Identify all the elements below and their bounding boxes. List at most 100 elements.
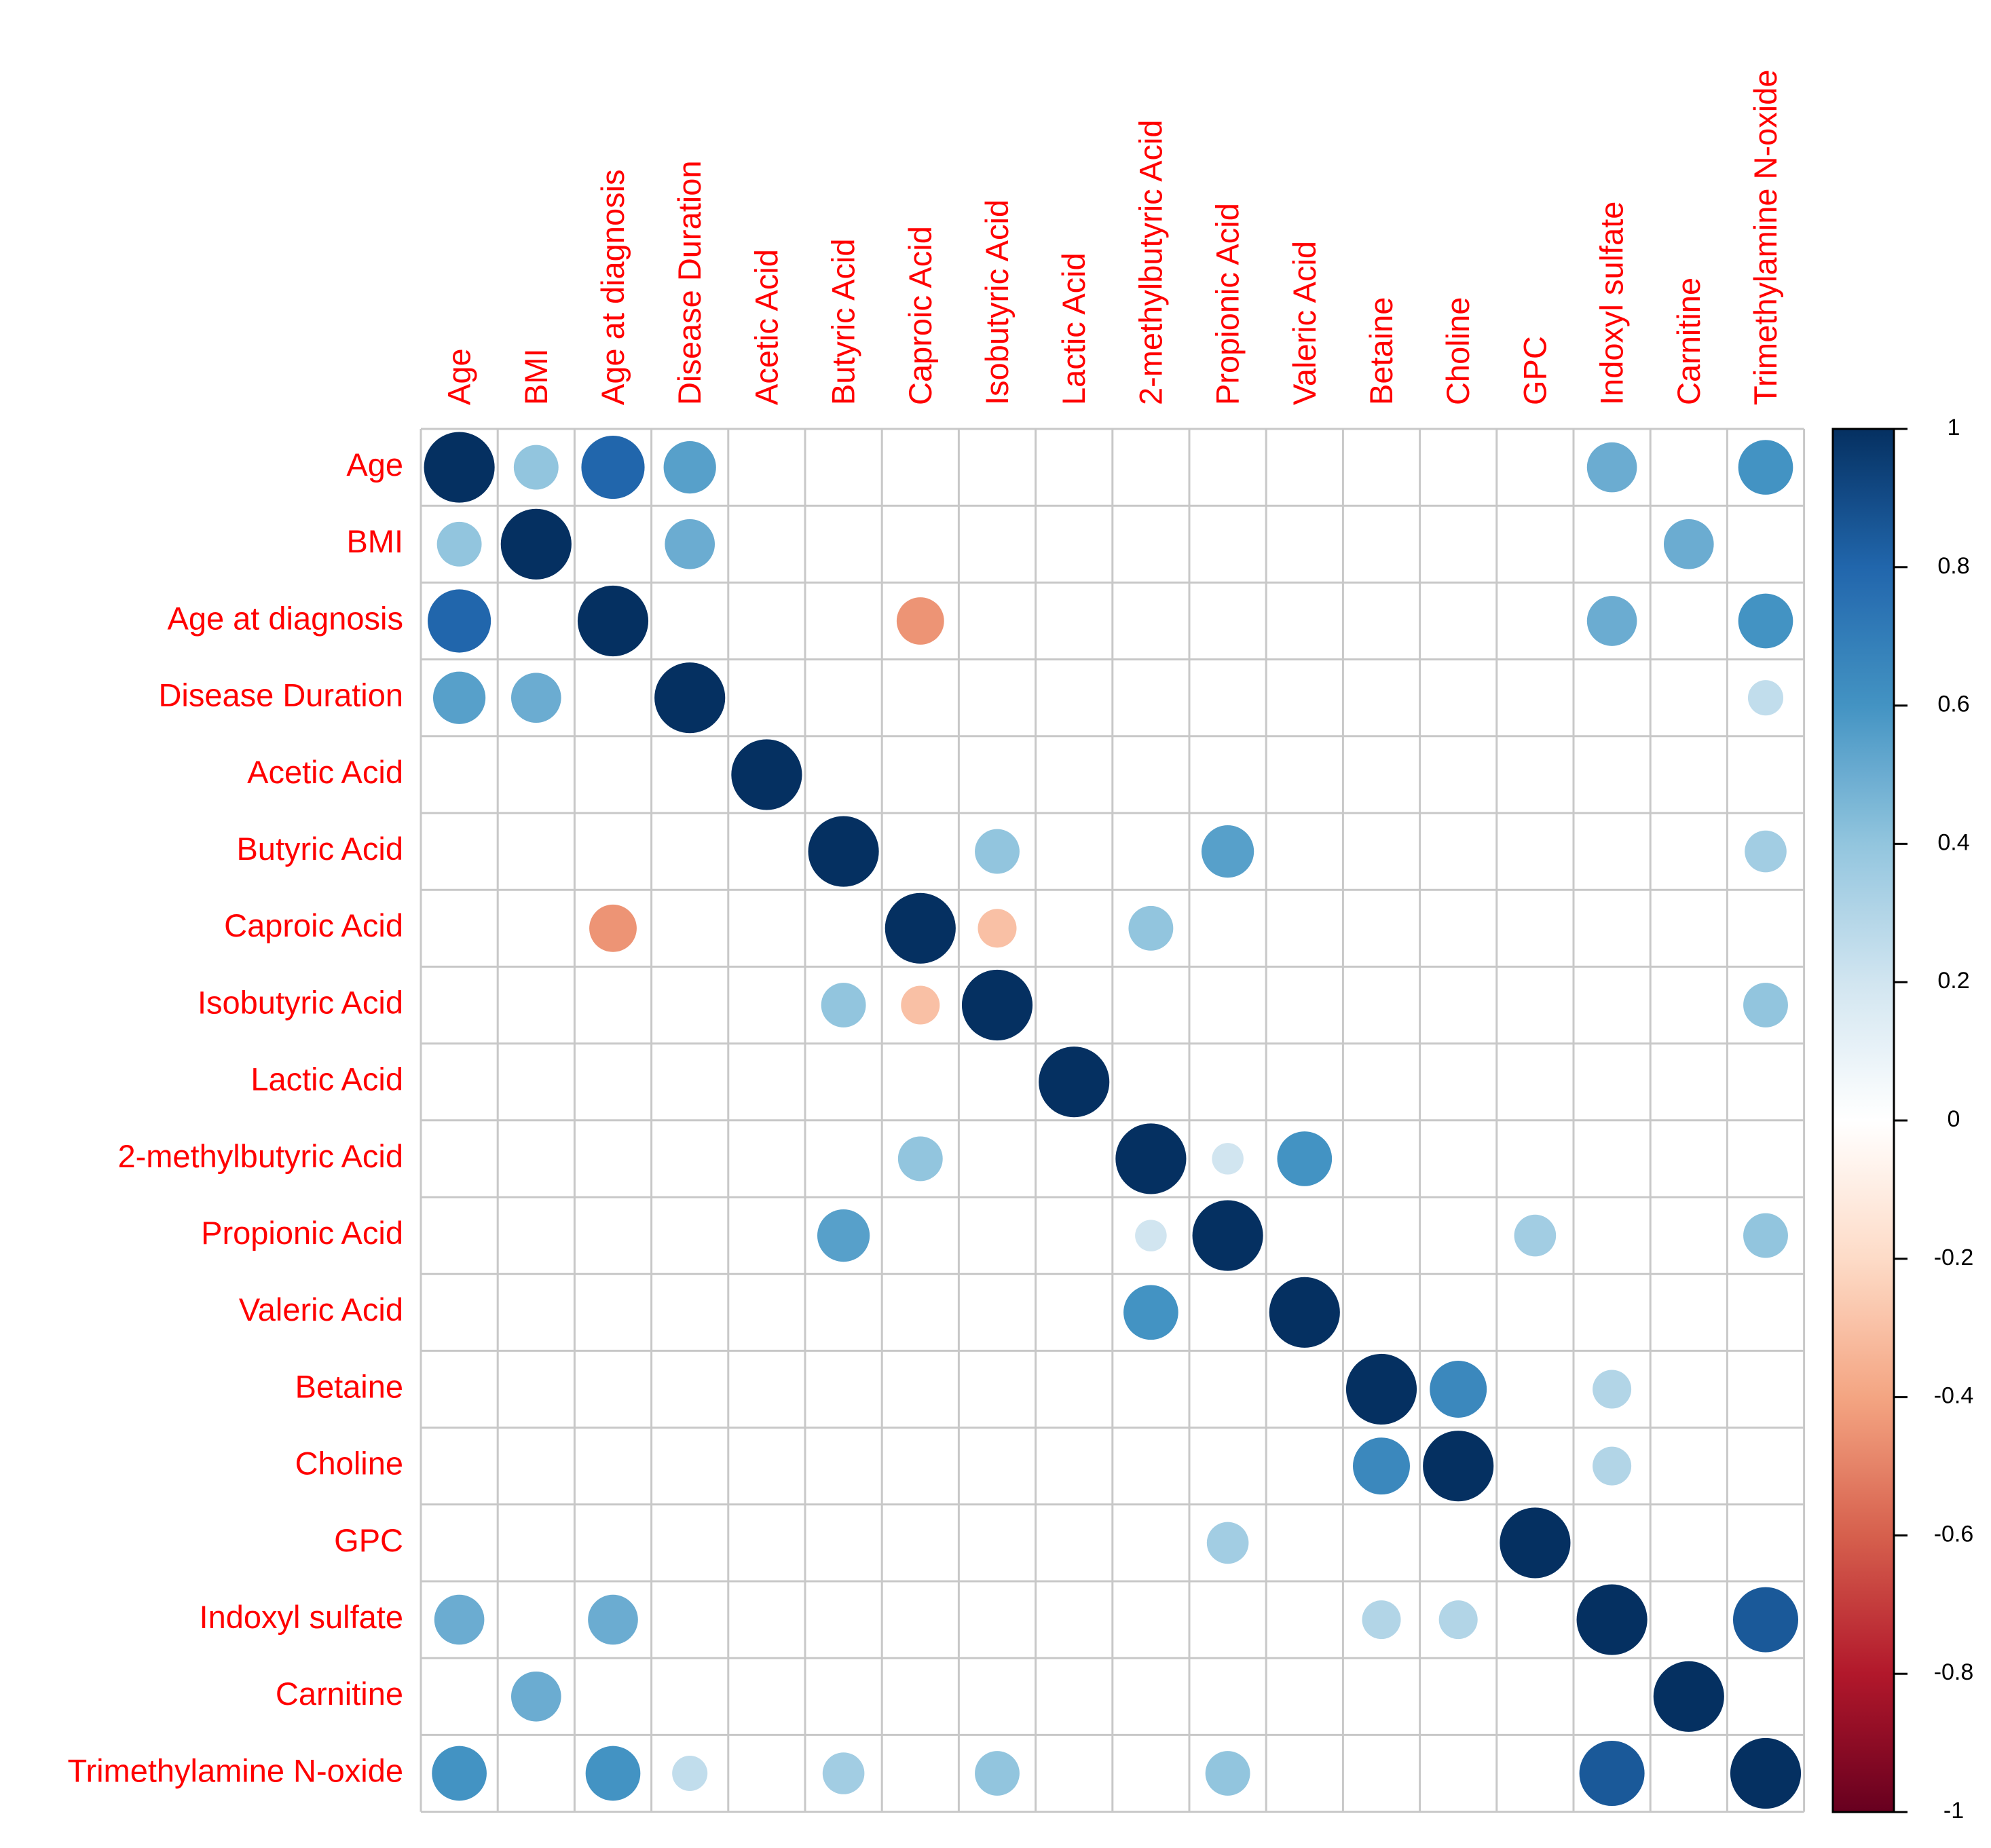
correlation-circle xyxy=(1747,680,1784,716)
column-label: Isobutyric Acid xyxy=(979,200,1015,405)
row-label: Betaine xyxy=(295,1368,403,1404)
correlation-circle xyxy=(436,521,482,567)
column-label: Trimethylamine N-oxide xyxy=(1747,69,1783,405)
column-label: Acetic Acid xyxy=(748,249,784,405)
correlation-circle xyxy=(510,1671,561,1722)
column-label: Choline xyxy=(1440,297,1476,405)
correlation-circle xyxy=(1353,1437,1410,1495)
column-label: Age xyxy=(441,348,477,405)
correlation-circle xyxy=(1730,1737,1802,1809)
correlation-circle xyxy=(1586,442,1637,493)
correlation-circle xyxy=(432,671,486,724)
correlation-circle xyxy=(434,1594,485,1645)
column-label: 2-methylbutyric Acid xyxy=(1132,119,1168,405)
correlation-circle xyxy=(424,432,495,503)
correlation-circle xyxy=(897,1136,943,1182)
correlation-circle xyxy=(896,597,944,645)
correlation-circle xyxy=(654,662,726,734)
correlation-circle xyxy=(1423,1431,1494,1502)
row-label: Acetic Acid xyxy=(247,754,403,790)
correlation-circle xyxy=(1212,1143,1244,1175)
row-labels: Age BMI Age at diagnosis Disease Duration Ac… xyxy=(67,447,403,1788)
row-label: Valeric Acid xyxy=(239,1291,403,1327)
correlation-circle xyxy=(1430,1361,1487,1418)
column-label: Lactic Acid xyxy=(1056,252,1092,405)
colorbar-tick-label: 0 xyxy=(1948,1106,1960,1132)
correlation-circle xyxy=(1362,1600,1401,1640)
row-label: Caproic Acid xyxy=(224,907,403,943)
cell-grid xyxy=(420,428,1806,1813)
correlation-circle xyxy=(975,829,1020,874)
correlation-circle xyxy=(885,892,956,964)
correlation-circle xyxy=(961,969,1033,1041)
correlation-circle xyxy=(1201,825,1254,878)
correlation-circle xyxy=(731,739,802,810)
row-label: Choline xyxy=(295,1446,403,1482)
column-label: GPC xyxy=(1516,336,1552,405)
column-label: Valeric Acid xyxy=(1286,241,1322,405)
column-label: BMI xyxy=(518,348,554,405)
column-label: Indoxyl sulfate xyxy=(1594,202,1630,405)
column-label: Propionic Acid xyxy=(1210,203,1246,405)
correlation-circle xyxy=(1593,1370,1632,1409)
row-label: 2-methylbutyric Acid xyxy=(117,1138,403,1174)
column-label: Carnitine xyxy=(1671,278,1707,405)
correlation-circle xyxy=(1579,1740,1645,1807)
colorbar-tick-label: -1 xyxy=(1943,1798,1964,1824)
correlation-circle xyxy=(585,1746,641,1801)
column-label: Age at diagnosis xyxy=(595,169,631,405)
correlation-circle xyxy=(1128,905,1174,951)
correlation-circle xyxy=(1514,1214,1557,1257)
correlation-circle xyxy=(822,1752,865,1794)
correlation-circle xyxy=(1123,1285,1178,1340)
correlation-circle xyxy=(975,1751,1020,1796)
correlation-circle xyxy=(901,985,940,1025)
correlation-circle xyxy=(510,673,561,723)
correlation-circle xyxy=(672,1755,708,1792)
correlation-circle xyxy=(1205,1751,1250,1796)
correlation-circle xyxy=(428,589,491,653)
colorbar-tick-label: -0.6 xyxy=(1934,1521,1974,1547)
correlation-circle xyxy=(1663,518,1714,569)
column-label: Butyric Acid xyxy=(825,238,861,405)
row-label: Butyric Acid xyxy=(236,831,403,867)
correlation-circle xyxy=(1732,1587,1799,1653)
correlation-circle xyxy=(1039,1046,1110,1118)
colorbar-gradient xyxy=(1831,428,1895,1813)
colorbar-tick-label: 0.2 xyxy=(1937,968,1969,994)
correlation-circle xyxy=(1745,830,1787,873)
column-labels: Age BMI Age at diagnosis Disease Duration Ac… xyxy=(441,69,1783,405)
row-label: Age xyxy=(346,447,403,483)
correlation-circle xyxy=(978,909,1017,948)
correlation-circle xyxy=(1743,983,1788,1027)
colorbar-tick-label: -0.2 xyxy=(1934,1245,1974,1270)
column-label: Betaine xyxy=(1363,297,1399,405)
correlation-circle xyxy=(581,436,645,499)
row-label: Propionic Acid xyxy=(201,1215,403,1251)
column-label: Caproic Acid xyxy=(902,226,938,405)
row-label: Disease Duration xyxy=(158,677,403,713)
correlation-circle xyxy=(1738,440,1793,495)
correlation-circle xyxy=(1738,593,1793,649)
correlation-circles xyxy=(424,432,1802,1809)
correlation-circle xyxy=(432,1746,487,1801)
correlation-circle xyxy=(1576,1584,1648,1655)
correlation-circle xyxy=(1438,1600,1478,1640)
correlation-circle xyxy=(1135,1220,1167,1251)
column-label: Disease Duration xyxy=(671,160,707,405)
row-label: Age at diagnosis xyxy=(167,600,403,636)
correlation-circle xyxy=(1593,1446,1632,1486)
correlation-circle xyxy=(1269,1277,1340,1348)
correlation-circle xyxy=(1277,1131,1333,1186)
colorbar-tick-label: -0.8 xyxy=(1934,1659,1974,1685)
row-label: Trimethylamine N-oxide xyxy=(67,1752,403,1788)
correlation-circle xyxy=(1115,1123,1187,1194)
correlation-circle xyxy=(821,983,866,1027)
row-label: Indoxyl sulfate xyxy=(200,1599,403,1635)
correlation-circle xyxy=(817,1209,870,1262)
correlation-circle xyxy=(513,445,559,490)
correlation-circle xyxy=(808,816,879,887)
colorbar-tick-label: 0.6 xyxy=(1937,692,1969,717)
row-label: BMI xyxy=(346,523,403,559)
